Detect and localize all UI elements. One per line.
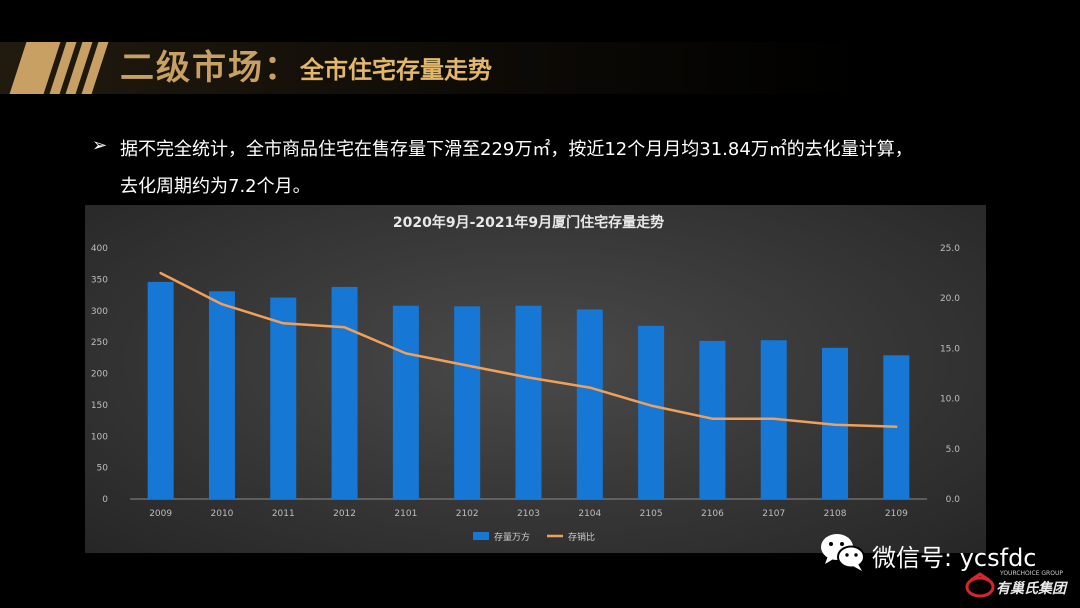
bar-2101 [392, 305, 419, 499]
bar-2010 [208, 291, 235, 499]
bar-2104 [576, 309, 603, 499]
company-logo-name: 有巢氏集团 [996, 581, 1066, 597]
x-tick-label: 2104 [578, 509, 601, 519]
x-tick-label: 2107 [762, 509, 785, 519]
company-logo-icon [965, 572, 995, 598]
bullet-text-line1: 据不完全统计，全市商品住宅在售存量下滑至229万㎡，按近12个月月均31.84万… [120, 139, 913, 160]
bar-2103 [515, 305, 542, 499]
bar-2012 [331, 286, 358, 499]
legend-label-bar: 存量万方 [494, 531, 530, 543]
x-tick-label: 2102 [456, 509, 479, 519]
y-left-tick-label: 50 [97, 464, 109, 474]
y-left-tick-label: 400 [91, 244, 108, 254]
chart-panel: 2020年9月-2021年9月厦门住宅存量走势 0 50 100 150 200 250 30… [85, 205, 986, 553]
y-right-tick-label: 25.0 [940, 244, 960, 254]
legend-label-line: 存销比 [568, 531, 595, 543]
wechat-icon [821, 534, 865, 571]
x-tick-label: 2101 [394, 509, 417, 519]
y-left-tick-label: 300 [91, 307, 108, 317]
legend-swatch-bar [473, 532, 489, 540]
x-tick-label: 2012 [333, 509, 356, 519]
x-tick-label: 2011 [272, 509, 295, 519]
y-right-tick-label: 20.0 [940, 294, 960, 304]
y-left-tick-label: 350 [91, 275, 108, 285]
bullet-arrow-icon: ➢ [92, 135, 108, 156]
y-right-tick-label: 15.0 [940, 344, 960, 354]
bar-2009 [147, 281, 174, 499]
header-band [0, 42, 1080, 94]
y-right-tick-label: 10.0 [940, 395, 960, 405]
wechat-id-text: 微信号: ycsfdc [872, 544, 1037, 572]
chart-title: 2020年9月-2021年9月厦门住宅存量走势 [393, 214, 664, 231]
page-title: 二级市场： [120, 48, 300, 88]
y-left-tick-label: 250 [91, 338, 108, 348]
page-subtitle: 全市住宅存量走势 [300, 56, 492, 84]
x-tick-label: 2010 [211, 509, 234, 519]
x-tick-label: 2103 [517, 509, 540, 519]
x-tick-label: 2106 [701, 509, 724, 519]
y-left-tick-label: 200 [91, 370, 108, 380]
series-line-存销比 [159, 271, 898, 428]
x-tick-label: 2108 [824, 509, 847, 519]
x-tick-label: 2105 [640, 509, 663, 519]
x-tick-label: 2009 [149, 509, 172, 519]
bullet-text-line2: 去化周期约为7.2个月。 [120, 176, 311, 197]
x-tick-label: 2109 [885, 509, 908, 519]
bar-2105 [638, 325, 665, 499]
y-left-tick-label: 100 [91, 432, 108, 442]
y-right-tick-label: 0.0 [946, 495, 961, 505]
y-left-tick-label: 0 [102, 495, 108, 505]
company-logo-tagline: YOURCHOICE GROUP [1000, 570, 1063, 577]
bar-2011 [270, 297, 297, 499]
bar-2102 [454, 306, 481, 499]
y-right-tick-label: 5.0 [946, 445, 961, 455]
y-left-tick-label: 150 [91, 401, 108, 411]
stock-trend-chart: 2020年9月-2021年9月厦门住宅存量走势 0 50 100 150 200 250 30… [91, 214, 961, 543]
